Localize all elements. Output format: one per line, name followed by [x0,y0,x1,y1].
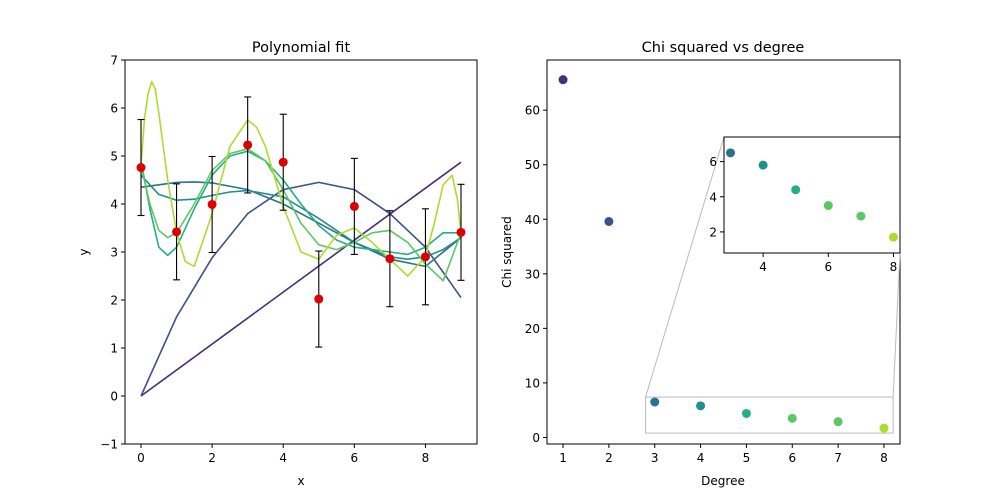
data-point [420,252,430,262]
inset-point [888,232,898,242]
right-y-tick-label: 20 [525,322,540,336]
left-y-tick-label: 5 [110,150,118,164]
chi-squared-point [604,216,614,226]
right-y-tick-label: 30 [525,267,540,281]
right-y-tick-label: 40 [525,213,540,227]
inset-point [791,185,801,195]
right-y-axis-label: Chi squared [500,216,514,288]
data-point [278,157,288,167]
left-y-tick-label: 4 [110,198,118,212]
chi-squared-point [833,417,843,427]
data-point [243,140,253,150]
left-y-tick-label: 2 [110,294,118,308]
fit-line-degree-7 [140,80,462,277]
inset-point [758,160,768,170]
right-x-tick-label: 6 [788,451,796,465]
right-x-tick-label: 5 [743,451,751,465]
data-point [385,254,395,264]
data-point [172,227,182,237]
fit-line-degree-2 [140,181,462,397]
inset-axes: 4 6 8 2 4 6 [709,136,901,274]
right-y-tick-label: 50 [525,158,540,172]
polynomial-fit-chart: Polynomial fit x y 0 2 4 6 8 −1 0 1 2 3 4 5 6 7 [77,40,478,488]
inset-point [726,148,736,158]
fit-line-degree-1 [140,161,462,397]
left-x-tick-label: 4 [279,451,287,465]
left-x-tick-label: 2 [208,451,216,465]
chi-squared-point [650,397,660,407]
right-y-tick-label: 60 [525,104,540,118]
zoom-connector-line [892,252,901,398]
right-x-tick-label: 8 [880,451,888,465]
right-chart-title: Chi squared vs degree [642,40,805,56]
right-x-tick-label: 3 [651,451,659,465]
left-x-tick-label: 8 [422,451,430,465]
inset-x-tick-label: 6 [824,260,832,274]
inset-point [823,201,833,211]
left-y-tick-label: 0 [110,390,118,404]
inset-x-tick-label: 4 [759,260,767,274]
fit-line-degree-3 [140,181,462,268]
right-x-axis-label: Degree [701,474,745,488]
right-x-tick-label: 4 [697,451,705,465]
left-chart-title: Polynomial fit [252,40,351,56]
data-point [456,227,466,237]
chi-squared-chart: Chi squared vs degree Degree Chi squared… [500,40,901,488]
left-x-axis-label: x [297,474,304,488]
inset-y-tick-label: 2 [709,225,717,239]
zoom-connector-line [645,136,725,398]
chi-squared-point [787,413,797,423]
left-y-tick-label: 7 [110,54,118,68]
data-point [136,163,146,173]
right-y-tick-label: 10 [525,376,540,390]
left-y-tick-label: 1 [110,342,118,356]
data-point [314,294,324,304]
left-x-tick-label: 6 [351,451,359,465]
left-y-tick-label: 6 [110,102,118,116]
inset-x-tick-label: 8 [890,260,898,274]
data-point [207,199,217,209]
inset-point [856,211,866,221]
zoom-region-box [645,396,894,434]
chi-squared-point [741,408,751,418]
right-x-tick-label: 1 [559,451,567,465]
left-x-tick-label: 0 [137,451,145,465]
inset-y-tick-label: 6 [709,155,717,169]
inset-y-tick-label: 4 [709,190,717,204]
left-y-tick-label: 3 [110,246,118,260]
chi-squared-point [696,401,706,411]
left-y-axis-label: y [77,248,91,255]
right-x-tick-label: 2 [605,451,613,465]
chi-squared-point [558,75,568,85]
inset-axes-frame [723,136,901,254]
chi-squared-point [879,423,889,433]
data-point [349,201,359,211]
left-y-tick-label: −1 [100,438,118,452]
left-plot-area [136,80,466,397]
right-y-tick-label: 0 [532,431,540,445]
right-x-tick-label: 7 [834,451,842,465]
